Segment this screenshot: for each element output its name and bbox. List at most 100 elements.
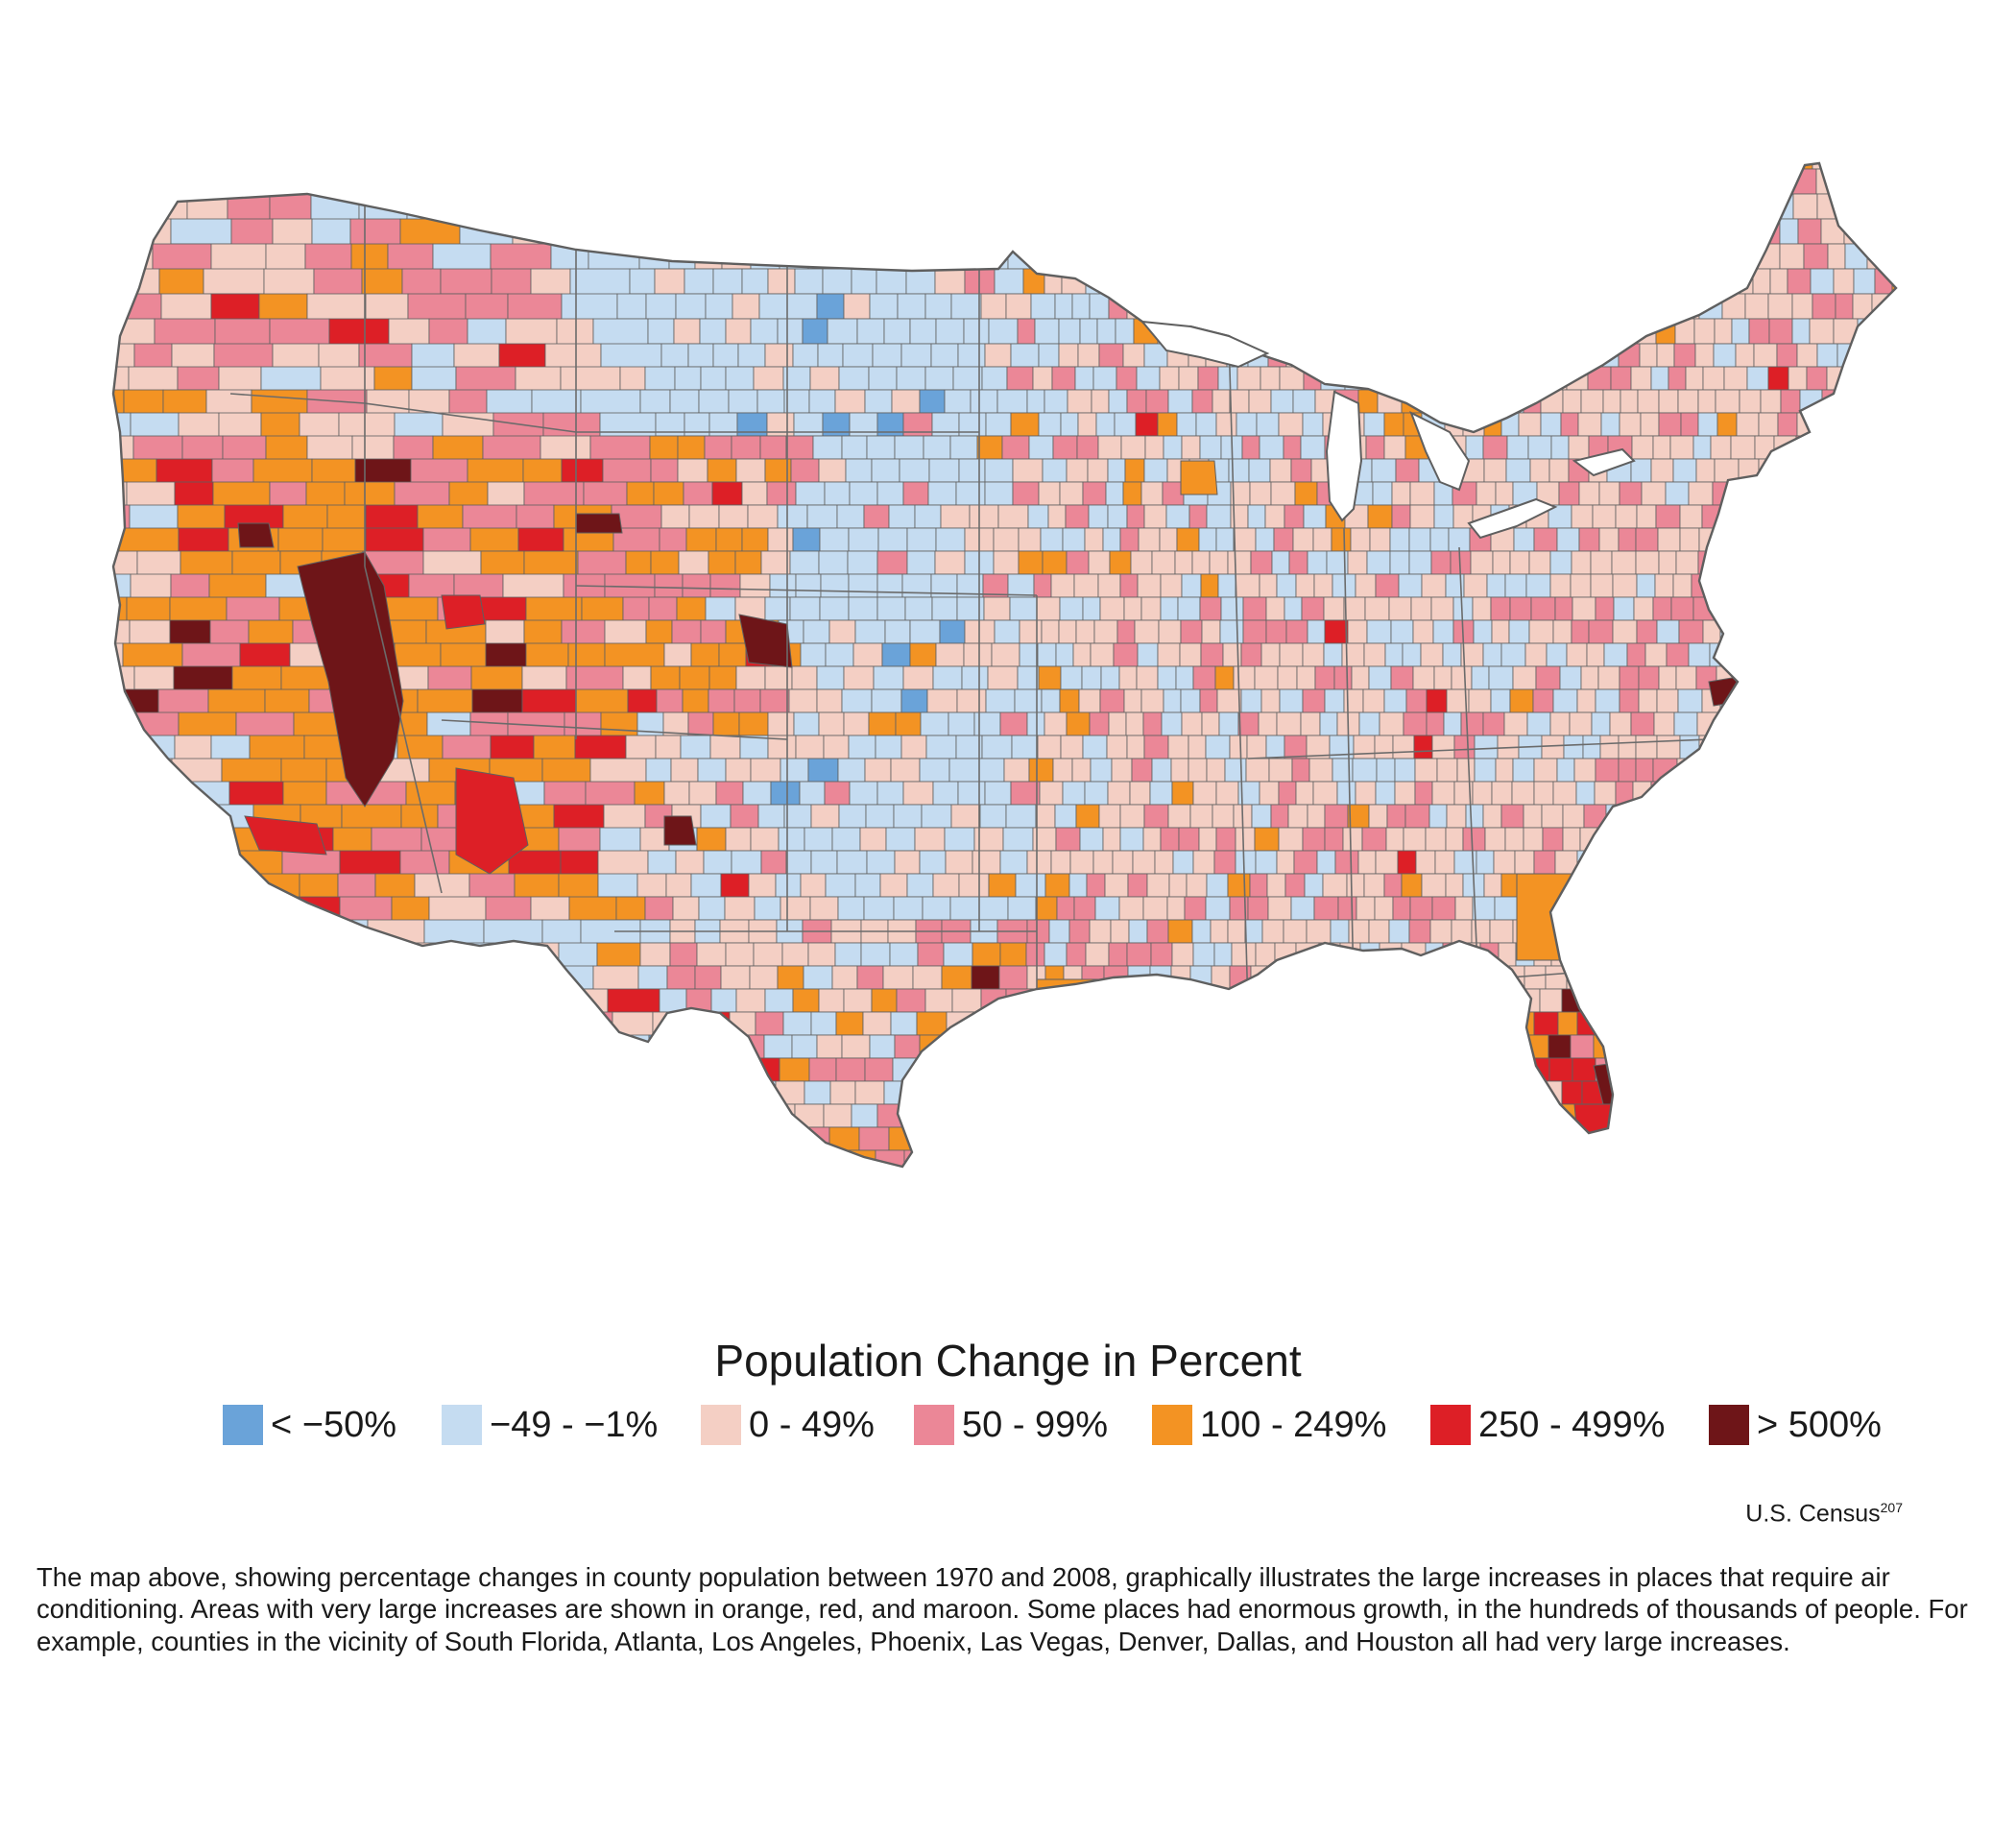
county-cell	[1627, 193, 1649, 220]
county-cell	[672, 896, 700, 921]
county-cell	[525, 168, 577, 207]
county-cell	[1115, 193, 1138, 220]
county-cell	[241, 873, 300, 904]
county-cell	[1716, 1173, 1736, 1196]
metro-growth-area	[1021, 1065, 1076, 1096]
county-cell	[1550, 293, 1572, 320]
county-cell	[1788, 366, 1808, 391]
county-cell	[1118, 665, 1138, 690]
county-cell	[1361, 1034, 1384, 1059]
county-cell	[1300, 193, 1324, 220]
county-cell	[1199, 596, 1222, 621]
county-cell	[679, 163, 708, 170]
county-cell	[1365, 435, 1385, 460]
county-cell	[1868, 942, 1894, 967]
county-cell	[1368, 804, 1388, 829]
county-cell	[1202, 1149, 1224, 1167]
county-cell	[1414, 781, 1433, 806]
county-cell	[1276, 711, 1302, 736]
county-cell	[1597, 163, 1619, 170]
county-cell	[1303, 504, 1327, 529]
county-cell	[848, 527, 879, 552]
legend-item-250-to-499: 250 - 499%	[1430, 1398, 1665, 1452]
county-cell	[1145, 268, 1171, 295]
county-cell	[1390, 665, 1414, 690]
county-cell	[1426, 711, 1445, 736]
county-cell	[637, 965, 668, 990]
county-cell	[1379, 942, 1403, 967]
county-cell	[256, 896, 300, 927]
county-cell	[1279, 642, 1304, 667]
county-cell	[1579, 827, 1598, 852]
county-cell	[1044, 268, 1063, 295]
county-cell	[654, 1173, 684, 1196]
county-cell	[679, 1011, 706, 1036]
county-cell	[1818, 435, 1842, 460]
county-cell	[808, 389, 836, 414]
county-cell	[1451, 665, 1473, 690]
county-cell	[410, 1103, 451, 1145]
county-cell	[836, 850, 868, 875]
county-cell	[639, 1080, 671, 1105]
county-cell	[1291, 965, 1310, 990]
county-cell	[1794, 804, 1816, 829]
county-cell	[1748, 318, 1770, 345]
county-cell	[346, 163, 397, 179]
county-cell	[885, 827, 916, 852]
county-cell	[694, 965, 722, 990]
county-cell	[749, 965, 779, 990]
county-cell	[1166, 1103, 1188, 1128]
county-cell	[963, 318, 990, 345]
county-cell	[458, 193, 503, 228]
county-cell	[158, 919, 199, 949]
county-cell	[1184, 896, 1207, 921]
county-cell	[1618, 850, 1644, 875]
county-cell	[1844, 527, 1868, 552]
county-cell	[997, 504, 1029, 529]
county-cell	[1240, 688, 1262, 713]
county-cell	[1892, 942, 1896, 967]
county-cell	[806, 504, 838, 529]
county-cell	[1702, 850, 1727, 875]
county-cell	[1843, 218, 1866, 245]
county-cell	[970, 389, 998, 414]
county-cell	[981, 735, 1013, 760]
county-cell	[1059, 481, 1084, 506]
county-cell	[777, 965, 804, 990]
county-cell	[1548, 458, 1570, 483]
county-cell	[1532, 688, 1554, 713]
county-cell	[310, 193, 360, 221]
county-cell	[113, 804, 125, 832]
county-cell	[1570, 573, 1592, 598]
county-cell	[888, 504, 916, 529]
county-cell	[398, 942, 448, 978]
county-cell	[472, 163, 515, 178]
county-cell	[660, 504, 690, 529]
county-cell	[1031, 988, 1055, 1013]
county-cell	[161, 1057, 210, 1094]
county-cell	[1594, 781, 1617, 806]
county-cell	[957, 343, 986, 368]
county-cell	[124, 988, 169, 1017]
county-cell	[984, 481, 1014, 506]
county-cell	[712, 343, 739, 368]
county-cell	[1007, 243, 1034, 270]
county-cell	[1177, 596, 1201, 621]
county-cell	[767, 168, 795, 195]
county-cell	[634, 781, 665, 806]
county-cell	[1504, 193, 1528, 220]
county-cell	[1122, 481, 1142, 506]
county-cell	[1587, 1149, 1610, 1167]
county-cell	[1871, 804, 1890, 829]
county-cell	[741, 1173, 771, 1196]
county-cell	[1650, 1173, 1669, 1196]
county-cell	[1471, 1103, 1493, 1128]
county-cell	[683, 481, 713, 506]
county-cell	[700, 619, 727, 644]
county-cell	[1739, 827, 1758, 852]
county-cell	[780, 896, 811, 921]
county-cell	[1120, 1149, 1145, 1167]
county-cell	[722, 1080, 749, 1105]
county-cell	[1733, 596, 1753, 621]
county-cell	[1759, 619, 1780, 644]
